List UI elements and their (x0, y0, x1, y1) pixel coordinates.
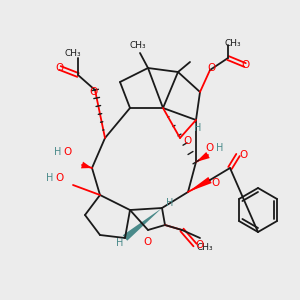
Text: O: O (184, 136, 192, 146)
Text: H: H (166, 198, 174, 208)
Text: CH₃: CH₃ (130, 41, 146, 50)
Text: O: O (56, 173, 64, 183)
Text: O: O (239, 150, 247, 160)
Text: O: O (241, 60, 249, 70)
Text: O: O (64, 147, 72, 157)
Text: O: O (89, 87, 97, 97)
Text: O: O (211, 178, 219, 188)
Text: O: O (208, 63, 216, 73)
Text: H: H (54, 147, 62, 157)
Text: O: O (206, 143, 214, 153)
Text: H: H (216, 143, 224, 153)
Text: CH₃: CH₃ (225, 38, 241, 47)
Text: H: H (46, 173, 54, 183)
Polygon shape (123, 208, 162, 241)
Text: O: O (56, 63, 64, 73)
Text: CH₃: CH₃ (197, 244, 213, 253)
Text: O: O (144, 237, 152, 247)
Text: H: H (116, 238, 124, 248)
Polygon shape (188, 177, 212, 192)
Text: O: O (196, 240, 204, 250)
Polygon shape (81, 162, 92, 168)
Text: CH₃: CH₃ (65, 49, 81, 58)
Text: H: H (194, 123, 202, 133)
Polygon shape (196, 152, 210, 162)
